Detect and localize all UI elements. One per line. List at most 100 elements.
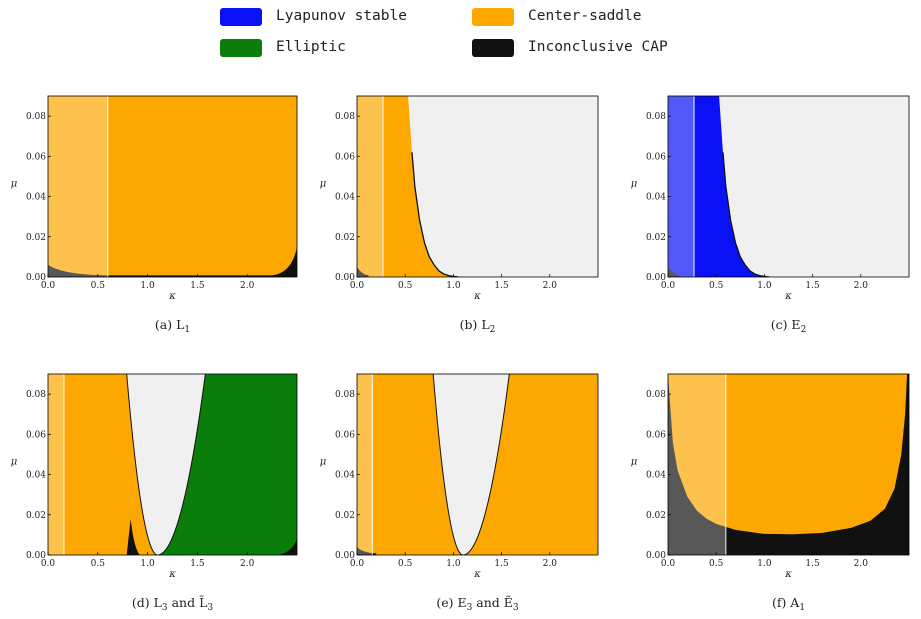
x-tick-label: 2.0 [854, 281, 869, 291]
plot-frame [47, 373, 298, 556]
y-tick-label: 0.08 [335, 390, 355, 400]
y-tick-label: 0.06 [646, 430, 666, 440]
x-tick-label: 2.0 [240, 281, 255, 291]
x-axis-label: κ [784, 291, 792, 302]
y-tick-label: 0.02 [646, 233, 666, 243]
x-tick-label: 1.0 [140, 559, 155, 569]
legend-swatch-lyapunov-stable [220, 8, 262, 26]
x-tick-label: 1.5 [494, 559, 509, 569]
panel-caption: (b) L2 [460, 317, 496, 335]
shaded-band [48, 96, 108, 277]
y-tick-label: 0.00 [26, 551, 46, 561]
y-axis-label: μ [631, 179, 638, 190]
y-tick-label: 0.02 [335, 511, 355, 521]
y-tick-label: 0.02 [26, 511, 46, 521]
y-axis-label: μ [631, 457, 638, 468]
y-tick-label: 0.00 [335, 273, 355, 283]
x-axis-label: κ [168, 291, 176, 302]
chart-panel-2: 0.0 0.5 1.0 1.5 2.0 0.00 0.02 0.04 0.06 0.08 κ μ (b)… [320, 95, 599, 335]
x-axis-label: κ [168, 569, 176, 580]
x-tick-label: 1.0 [757, 559, 772, 569]
y-tick-label: 0.04 [646, 193, 666, 203]
region-inconclusive-cap [277, 538, 297, 555]
y-tick-label: 0.04 [335, 471, 355, 481]
x-tick-label: 0.0 [661, 281, 676, 291]
shaded-band [48, 374, 64, 555]
plot-area [668, 374, 909, 555]
panel-caption: (a) L1 [155, 317, 190, 335]
y-tick-label: 0.04 [26, 193, 46, 203]
legend-label-inconclusive-cap: Inconclusive CAP [528, 39, 668, 55]
panel-caption: (e) E3 and Ẽ3 [436, 595, 519, 613]
legend-swatch-center-saddle [472, 8, 514, 26]
x-tick-label: 0.0 [41, 281, 56, 291]
x-tick-label: 1.0 [446, 281, 461, 291]
plot-area [48, 96, 297, 277]
y-tick-label: 0.06 [335, 430, 355, 440]
x-tick-label: 0.5 [91, 281, 106, 291]
y-tick-label: 0.04 [646, 471, 666, 481]
region-inconclusive-cap [357, 546, 377, 555]
x-tick-label: 1.0 [140, 281, 155, 291]
x-tick-label: 1.5 [190, 559, 205, 569]
y-tick-label: 0.08 [646, 112, 666, 122]
x-tick-label: 0.5 [91, 559, 106, 569]
plot-area [668, 96, 909, 277]
shaded-band [357, 374, 373, 555]
legend: Lyapunov stable Center-saddle Elliptic I… [220, 4, 740, 64]
x-tick-label: 2.0 [240, 559, 255, 569]
x-tick-label: 0.0 [41, 559, 56, 569]
y-tick-label: 0.08 [646, 390, 666, 400]
legend-label-elliptic: Elliptic [276, 39, 346, 55]
chart-panel-4: 0.0 0.5 1.0 1.5 2.0 0.00 0.02 0.04 0.06 0.08 κ μ (d)… [11, 373, 298, 613]
y-tick-label: 0.06 [335, 152, 355, 162]
chart-panel-6: 0.0 0.5 1.0 1.5 2.0 0.00 0.02 0.04 0.06 0.08 κ μ (f)… [631, 373, 910, 613]
shaded-band [357, 96, 384, 277]
x-tick-label: 1.0 [446, 559, 461, 569]
x-tick-label: 0.5 [398, 281, 413, 291]
legend-label-center-saddle: Center-saddle [528, 8, 642, 24]
x-tick-label: 2.0 [543, 281, 558, 291]
stability-boundary [722, 152, 770, 277]
panel-caption: (f) A1 [772, 595, 805, 613]
x-tick-label: 1.5 [805, 559, 820, 569]
region-lyapunov-stable [668, 96, 770, 277]
y-axis-label: μ [320, 179, 327, 190]
region-inconclusive-cap [357, 266, 369, 277]
plot-area [48, 374, 297, 555]
x-tick-label: 0.0 [661, 559, 676, 569]
chart-panel-1: 0.0 0.5 1.0 1.5 2.0 0.00 0.02 0.04 0.06 0.08 κ μ (a)… [11, 95, 298, 335]
y-tick-label: 0.00 [26, 273, 46, 283]
x-tick-label: 0.5 [709, 559, 724, 569]
y-axis-label: μ [320, 457, 327, 468]
legend-swatch-inconclusive-cap [472, 39, 514, 57]
y-tick-label: 0.08 [335, 112, 355, 122]
x-tick-label: 1.5 [494, 281, 509, 291]
stability-boundary [411, 152, 459, 277]
region-unstable [126, 374, 206, 555]
y-axis-label: μ [11, 457, 18, 468]
region-unstable [433, 374, 510, 555]
x-tick-label: 0.0 [350, 281, 365, 291]
panel-caption: (d) L3 and L̃3 [132, 595, 214, 613]
region-inconclusive-cap [48, 246, 297, 277]
region-inconclusive-cap [126, 518, 140, 555]
x-axis-label: κ [473, 291, 481, 302]
x-tick-label: 0.5 [709, 281, 724, 291]
panel-caption: (c) E2 [771, 317, 807, 335]
x-tick-label: 2.0 [543, 559, 558, 569]
legend-label-lyapunov-stable: Lyapunov stable [276, 8, 407, 24]
plot-frame [47, 95, 298, 278]
parabola-boundary [432, 374, 510, 555]
y-tick-label: 0.00 [646, 273, 666, 283]
y-tick-label: 0.06 [26, 430, 46, 440]
y-tick-label: 0.08 [26, 390, 46, 400]
y-tick-label: 0.00 [646, 551, 666, 561]
y-tick-label: 0.02 [646, 511, 666, 521]
plot-frame [356, 95, 599, 278]
region-center-saddle [48, 96, 297, 277]
y-tick-label: 0.02 [26, 233, 46, 243]
y-axis-label: μ [11, 179, 18, 190]
shaded-band [668, 96, 695, 277]
